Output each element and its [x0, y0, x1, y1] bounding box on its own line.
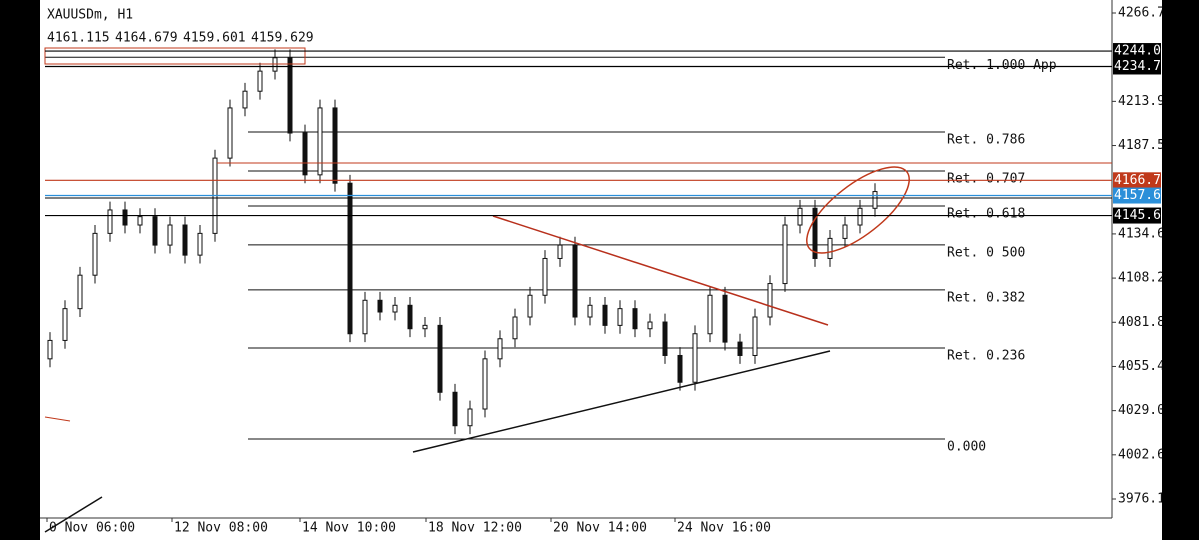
candle-body: [122, 209, 128, 226]
candle-body: [92, 232, 98, 276]
candle-body: [167, 224, 173, 246]
candle-body: [347, 182, 353, 335]
x-tick-label: 0 Nov 06:00: [49, 521, 135, 536]
candle-body: [737, 341, 743, 356]
candle-body: [647, 321, 653, 330]
candle-body: [707, 294, 713, 335]
ohlc-value: 4159.601: [183, 31, 246, 46]
candle-body: [662, 321, 668, 356]
candle-body: [827, 237, 833, 259]
fib-label: Ret. 0.618: [947, 206, 1025, 221]
candle-body: [572, 244, 578, 318]
candle-body: [617, 308, 623, 326]
candle-body: [587, 304, 593, 318]
candle-body: [302, 132, 308, 176]
candle-body: [422, 324, 428, 330]
candle-body: [227, 107, 233, 159]
candle-body: [242, 90, 248, 109]
right-edge: [1162, 0, 1199, 540]
candle-body: [77, 274, 83, 310]
price-badge-label: 4234.785: [1114, 59, 1177, 74]
candle-body: [467, 408, 473, 427]
candle-body: [182, 224, 188, 256]
candle-body: [722, 294, 728, 343]
candle-body: [257, 70, 263, 92]
candle-body: [137, 216, 143, 226]
fib-label: Ret. 0.786: [947, 133, 1025, 148]
candle-body: [767, 283, 773, 318]
candle-body: [197, 232, 203, 256]
candle-body: [557, 244, 563, 259]
candle-body: [47, 339, 53, 360]
fib-label: Ret. 0.707: [947, 171, 1025, 186]
price-badge: [1113, 187, 1161, 204]
left-edge: [0, 0, 40, 540]
candle-body: [752, 316, 758, 356]
candle-body: [497, 338, 503, 360]
x-tick-label: 20 Nov 14:00: [553, 521, 647, 536]
ohlc-value: 4161.115: [47, 31, 110, 46]
chart-background: [40, 0, 1162, 540]
candle-body: [107, 209, 113, 234]
candle-body: [542, 257, 548, 296]
price-badge: [1113, 43, 1161, 60]
fib-label: 0.000: [947, 439, 986, 454]
ohlc-value: 4159.629: [251, 31, 314, 46]
y-tick-label: 4213.93: [1118, 94, 1173, 109]
candle-body: [362, 299, 368, 335]
price-badge: [1113, 58, 1161, 75]
candle-body: [812, 207, 818, 259]
candle-body: [677, 354, 683, 383]
fib-label: Ret. 0.236: [947, 348, 1025, 363]
candle-body: [62, 308, 68, 341]
candle-body: [632, 308, 638, 330]
highlight-box: [44, 47, 306, 65]
candle-body: [407, 304, 413, 330]
price-badge-label: 4166.733: [1114, 173, 1177, 188]
candle-body: [527, 294, 533, 318]
price-badge: [1113, 207, 1161, 224]
black-segment: [44, 496, 103, 533]
price-badge: [1113, 172, 1161, 189]
highlight-ellipse: [806, 166, 910, 254]
candle-body: [437, 324, 443, 393]
candle-body: [317, 107, 323, 176]
candle-body: [782, 224, 788, 285]
down-trendline: [492, 215, 829, 326]
candle-body: [842, 224, 848, 239]
candle-body: [377, 299, 383, 313]
x-tick-label: 18 Nov 12:00: [428, 521, 522, 536]
fib-label: Ret. 1.000 App: [947, 58, 1057, 73]
candle-body: [392, 304, 398, 313]
candle-body: [692, 333, 698, 383]
price-badge-label: 4244.009: [1114, 44, 1177, 59]
red-segment: [44, 416, 71, 422]
candle-body: [332, 107, 338, 184]
candle-body: [797, 207, 803, 226]
fib-label: Ret. 0 500: [947, 245, 1025, 260]
candle-body: [602, 304, 608, 326]
x-tick-label: 12 Nov 08:00: [174, 521, 268, 536]
candle-body: [872, 191, 878, 209]
price-badge-label: 4145.666: [1114, 208, 1177, 223]
symbol: XAUUSDm, H1: [47, 8, 133, 23]
up-trendline: [412, 350, 831, 453]
price-badge-label: 4157.629: [1114, 188, 1177, 203]
candle-body: [452, 391, 458, 427]
candle-body: [152, 216, 158, 246]
candle-body: [287, 57, 293, 134]
x-tick-label: 14 Nov 10:00: [302, 521, 396, 536]
candle-body: [482, 358, 488, 410]
candle-body: [857, 207, 863, 226]
fib-label: Ret. 0.382: [947, 290, 1025, 305]
candle-body: [512, 316, 518, 340]
x-tick-label: 24 Nov 16:00: [677, 521, 771, 536]
ohlc-value: 4164.679: [115, 31, 178, 46]
